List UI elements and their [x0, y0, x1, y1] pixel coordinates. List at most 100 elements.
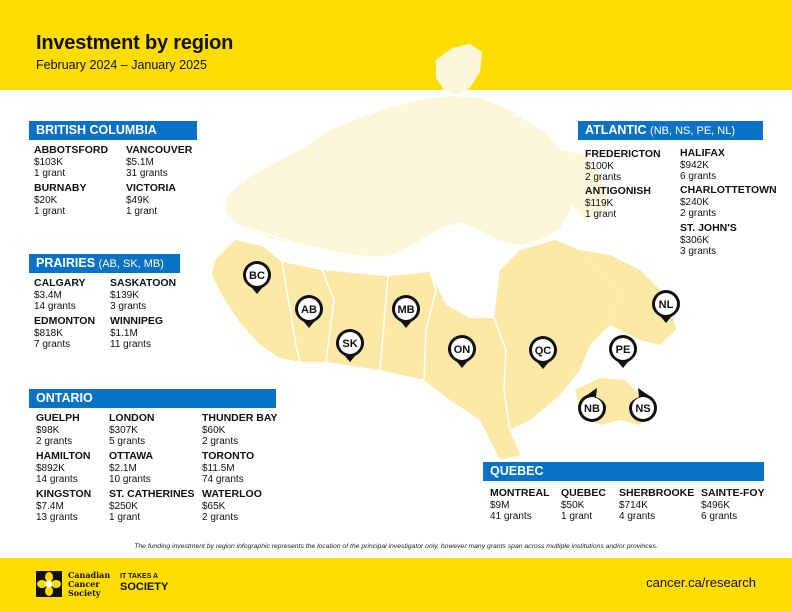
city-name: MONTREAL [490, 487, 550, 499]
city-amount: $3.4M [34, 289, 62, 301]
date-range: February 2024 – January 2025 [36, 58, 207, 72]
city-entry: KINGSTON $7.4M 13 grants [36, 488, 91, 524]
header-band [0, 0, 792, 90]
city-name: FREDERICTON [585, 148, 661, 160]
city-grants: 13 grants [36, 512, 78, 523]
city-amount: $60K [202, 424, 226, 436]
city-entry: OTTAWA $2.1M 10 grants [109, 450, 154, 486]
city-amount: $818K [34, 327, 63, 339]
website-link[interactable]: cancer.ca/research [646, 575, 756, 590]
city-name: EDMONTON [34, 315, 96, 327]
pin-sk [336, 329, 364, 362]
page-title: Investment by region [36, 32, 234, 54]
city-name: THUNDER BAY [202, 412, 278, 424]
city-grants: 2 grants [202, 436, 239, 447]
pin-pe [609, 335, 637, 368]
region-subtitle: (NB, NS, PE, NL) [650, 125, 736, 137]
city-grants: 14 grants [34, 301, 76, 312]
city-entry: HALIFAX $942K 6 grants [680, 147, 725, 183]
city-amount: $119K [585, 197, 614, 209]
city-name: CHARLOTTETOWN [680, 184, 777, 196]
city-name: QUEBEC [561, 487, 606, 499]
city-amount: $240K [680, 196, 709, 208]
region-title: ONTARIO [36, 391, 93, 405]
pin-bc [243, 261, 271, 294]
pin-label-nb: NB [584, 403, 600, 415]
city-amount: $306K [680, 234, 709, 246]
city-grants: 6 grants [701, 511, 738, 522]
city-amount: $496K [701, 499, 730, 511]
city-name: OTTAWA [109, 450, 154, 462]
region-header: ONTARIO [29, 389, 276, 408]
pin-nb [578, 388, 606, 422]
city-entry: VICTORIA $49K 1 grant [126, 182, 176, 218]
city-amount: $714K [619, 499, 648, 511]
city-grants: 2 grants [36, 436, 73, 447]
region-title: QUEBEC [490, 464, 544, 478]
footer-band [0, 558, 792, 612]
pin-mb [392, 295, 420, 328]
region-header: PRAIRIES (AB, SK, MB) [29, 254, 180, 273]
city-amount: $942K [680, 159, 709, 171]
region-title: ATLANTIC [585, 123, 647, 137]
city-entry: BURNABY $20K 1 grant [34, 182, 87, 218]
city-amount: $100K [585, 160, 614, 172]
city-name: ST. JOHN'S [680, 222, 737, 234]
region-bc: BRITISH COLUMBIA ABBOTSFORD $103K 1 grant … [29, 121, 197, 217]
city-entry: ABBOTSFORD $103K 1 grant [34, 144, 108, 180]
city-name: VICTORIA [126, 182, 176, 194]
city-name: VANCOUVER [126, 144, 193, 156]
city-name: LONDON [109, 412, 155, 424]
city-amount: $139K [110, 289, 139, 301]
city-grants: 3 grants [110, 301, 147, 312]
city-grants: 31 grants [126, 168, 168, 179]
city-amount: $11.5M [202, 462, 235, 474]
city-entry: ANTIGONISH $119K 1 grant [585, 185, 651, 221]
city-entry: GUELPH $98K 2 grants [36, 412, 80, 448]
pin-label-mb: MB [397, 304, 414, 316]
city-entry: SAINTE-FOY $496K 6 grants [701, 487, 765, 523]
city-grants: 1 grant [34, 168, 66, 179]
city-amount: $103K [34, 156, 63, 168]
org-name: Canadian Cancer Society [68, 570, 111, 598]
province-borders [239, 225, 511, 431]
city-grants: 6 grants [680, 171, 717, 182]
city-name: SAINTE-FOY [701, 487, 765, 499]
city-grants: 2 grants [202, 512, 239, 523]
city-grants: 2 grants [680, 208, 717, 219]
city-grants: 7 grants [34, 339, 71, 350]
pin-label-on: ON [454, 344, 471, 356]
city-amount: $2.1M [109, 462, 137, 474]
city-grants: 10 grants [109, 474, 151, 485]
map-pins [243, 261, 680, 422]
city-entry: HAMILTON $892K 14 grants [36, 450, 91, 486]
city-amount: $307K [109, 424, 138, 436]
city-entry: VANCOUVER $5.1M 31 grants [126, 144, 193, 180]
pin-on [448, 335, 476, 368]
city-entry: LONDON $307K 5 grants [109, 412, 155, 448]
northern-territories [225, 44, 610, 258]
city-amount: $65K [202, 500, 226, 512]
city-amount: $9M [490, 499, 510, 511]
city-name: HAMILTON [36, 450, 91, 462]
city-name: TORONTO [202, 450, 255, 462]
city-grants: 1 grant [561, 511, 593, 522]
city-amount: $7.4M [36, 500, 64, 512]
city-entry: QUEBEC $50K 1 grant [561, 487, 606, 523]
city-name: CALGARY [34, 277, 86, 289]
pin-nl [652, 290, 680, 323]
pin-label-nl: NL [659, 299, 674, 311]
daffodil-logo-icon [36, 571, 62, 597]
region-title: BRITISH COLUMBIA [36, 123, 157, 137]
city-grants: 41 grants [490, 511, 532, 522]
city-name: ANTIGONISH [585, 185, 651, 197]
city-amount: $50K [561, 499, 585, 511]
city-entry: SHERBROOKE $714K 4 grants [619, 487, 694, 523]
pin-label-ab: AB [301, 304, 317, 316]
city-amount: $98K [36, 424, 60, 436]
city-grants: 2 grants [585, 172, 622, 183]
region-title: PRAIRIES [36, 256, 96, 270]
city-grants: 1 grant [585, 209, 617, 220]
city-name: WATERLOO [202, 488, 262, 500]
city-name: GUELPH [36, 412, 80, 424]
